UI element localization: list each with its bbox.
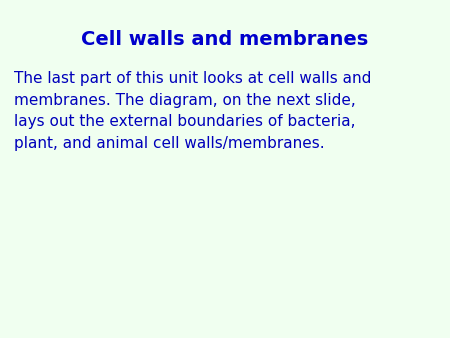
Text: Cell walls and membranes: Cell walls and membranes [81, 30, 369, 49]
Text: The last part of this unit looks at cell walls and
membranes. The diagram, on th: The last part of this unit looks at cell… [14, 71, 371, 151]
